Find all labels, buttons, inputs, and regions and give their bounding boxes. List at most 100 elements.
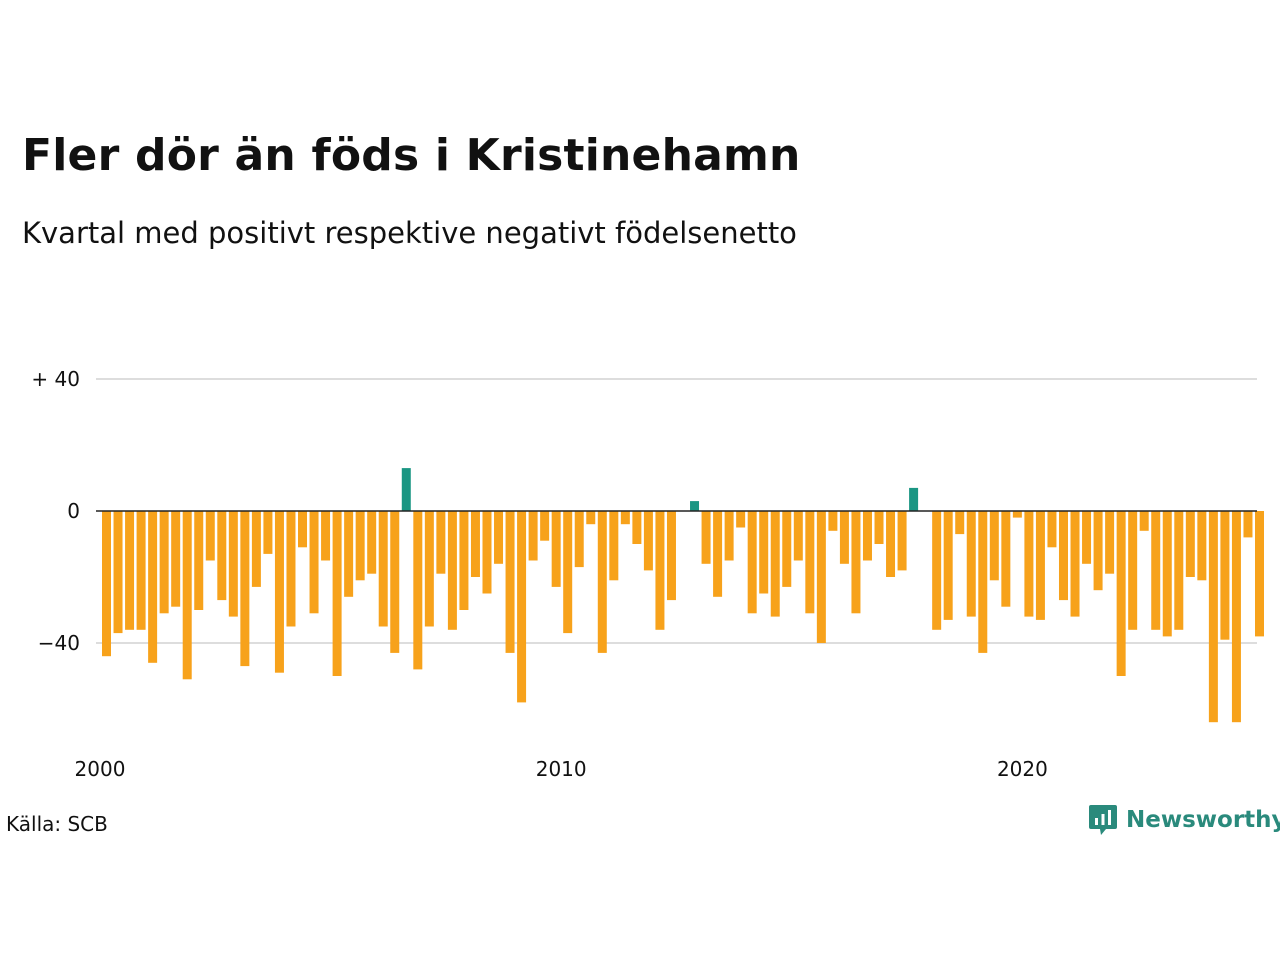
bar-negative [1255, 511, 1264, 637]
bar-negative [713, 511, 723, 597]
bar-negative [759, 511, 769, 594]
bar-negative [494, 511, 504, 564]
bar-negative [286, 511, 296, 627]
bar-negative [839, 511, 849, 564]
bar-negative [1024, 511, 1034, 617]
bars [102, 468, 1264, 723]
bar-negative [793, 511, 803, 561]
bar-negative [540, 511, 550, 541]
source-note: Källa: SCB [6, 812, 108, 836]
brand-logo[interactable]: Newsworthy [1088, 803, 1280, 837]
bar-negative [1197, 511, 1207, 581]
x-tick-label: 2010 [536, 757, 587, 781]
chart-subtitle: Kvartal med positivt respektive negativt… [22, 216, 797, 250]
bar-negative [782, 511, 792, 587]
brand-name: Newsworthy [1126, 807, 1280, 833]
bar-negative [113, 511, 123, 634]
bar-negative [747, 511, 757, 614]
x-tick-label: 2000 [75, 757, 126, 781]
bar-negative [1128, 511, 1138, 630]
bar-negative [355, 511, 365, 581]
y-tick-label: −40 [38, 631, 80, 655]
bar-negative [470, 511, 480, 577]
bar-negative [816, 511, 826, 643]
bar-negative [159, 511, 169, 614]
bar-negative [240, 511, 250, 667]
bar-negative [217, 511, 227, 601]
bar-negative [1082, 511, 1092, 564]
bar-negative [1012, 511, 1022, 518]
bar-negative [263, 511, 273, 554]
bar-negative [862, 511, 872, 561]
bar-negative [586, 511, 596, 525]
bar-negative [632, 511, 642, 544]
bar-negative [1105, 511, 1115, 574]
bar-negative [1139, 511, 1149, 531]
bar-negative [574, 511, 584, 568]
bar-negative [194, 511, 204, 610]
bar-negative [1174, 511, 1184, 630]
y-tick-label: + 40 [31, 367, 80, 391]
bar-positive [909, 487, 919, 511]
bar-negative [1047, 511, 1057, 548]
bar-negative [182, 511, 192, 680]
bar-negative [1220, 511, 1230, 640]
bar-negative [736, 511, 746, 528]
bar-negative [125, 511, 135, 630]
bar-negative [828, 511, 838, 531]
bar-negative [344, 511, 354, 597]
bar-negative [563, 511, 573, 634]
bar-negative [1001, 511, 1011, 607]
bar-negative [897, 511, 907, 571]
bar-negative [1116, 511, 1126, 676]
bar-negative [724, 511, 734, 561]
bar-negative [517, 511, 527, 703]
bar-negative [367, 511, 377, 574]
bar-negative [298, 511, 308, 548]
bar-negative [1058, 511, 1068, 601]
bar-negative [447, 511, 457, 630]
bar-negative [886, 511, 896, 577]
bar-negative [932, 511, 942, 630]
bar-negative [390, 511, 400, 653]
bar-negative [1208, 511, 1218, 723]
bar-negative [1151, 511, 1161, 630]
bar-negative [1093, 511, 1103, 591]
x-axis-labels: 2000 2010 2020 [75, 757, 1048, 781]
bar-negative [943, 511, 953, 620]
bar-negative [874, 511, 884, 544]
bar-negative [436, 511, 446, 574]
bar-positive [690, 501, 700, 511]
bar-negative [424, 511, 434, 627]
bar-negative [643, 511, 653, 571]
x-tick-label: 2020 [997, 757, 1048, 781]
newsworthy-logo-icon [1089, 805, 1117, 835]
bar-chart: + 40 0 −40 2000 2010 2020 [31, 367, 1264, 781]
bar-negative [978, 511, 988, 653]
bar-negative [955, 511, 965, 535]
bar-negative [413, 511, 423, 670]
y-tick-label: 0 [67, 499, 80, 523]
y-axis-labels: + 40 0 −40 [31, 367, 80, 655]
bar-negative [609, 511, 619, 581]
bar-negative [378, 511, 388, 627]
bar-negative [309, 511, 319, 614]
bar-positive [401, 468, 411, 511]
bar-negative [1231, 511, 1241, 723]
bar-negative [701, 511, 711, 564]
bar-negative [655, 511, 665, 630]
bar-negative [851, 511, 861, 614]
bar-negative [482, 511, 492, 594]
bar-negative [1243, 511, 1253, 538]
bar-negative [205, 511, 215, 561]
bar-negative [228, 511, 238, 617]
bar-negative [321, 511, 331, 561]
bar-negative [989, 511, 999, 581]
chart-title: Fler dör än föds i Kristinehamn [22, 130, 801, 181]
bar-negative [1162, 511, 1172, 637]
bar-negative [1185, 511, 1195, 577]
bar-negative [332, 511, 342, 676]
bar-negative [551, 511, 561, 587]
bar-negative [597, 511, 607, 653]
bar-negative [148, 511, 158, 663]
